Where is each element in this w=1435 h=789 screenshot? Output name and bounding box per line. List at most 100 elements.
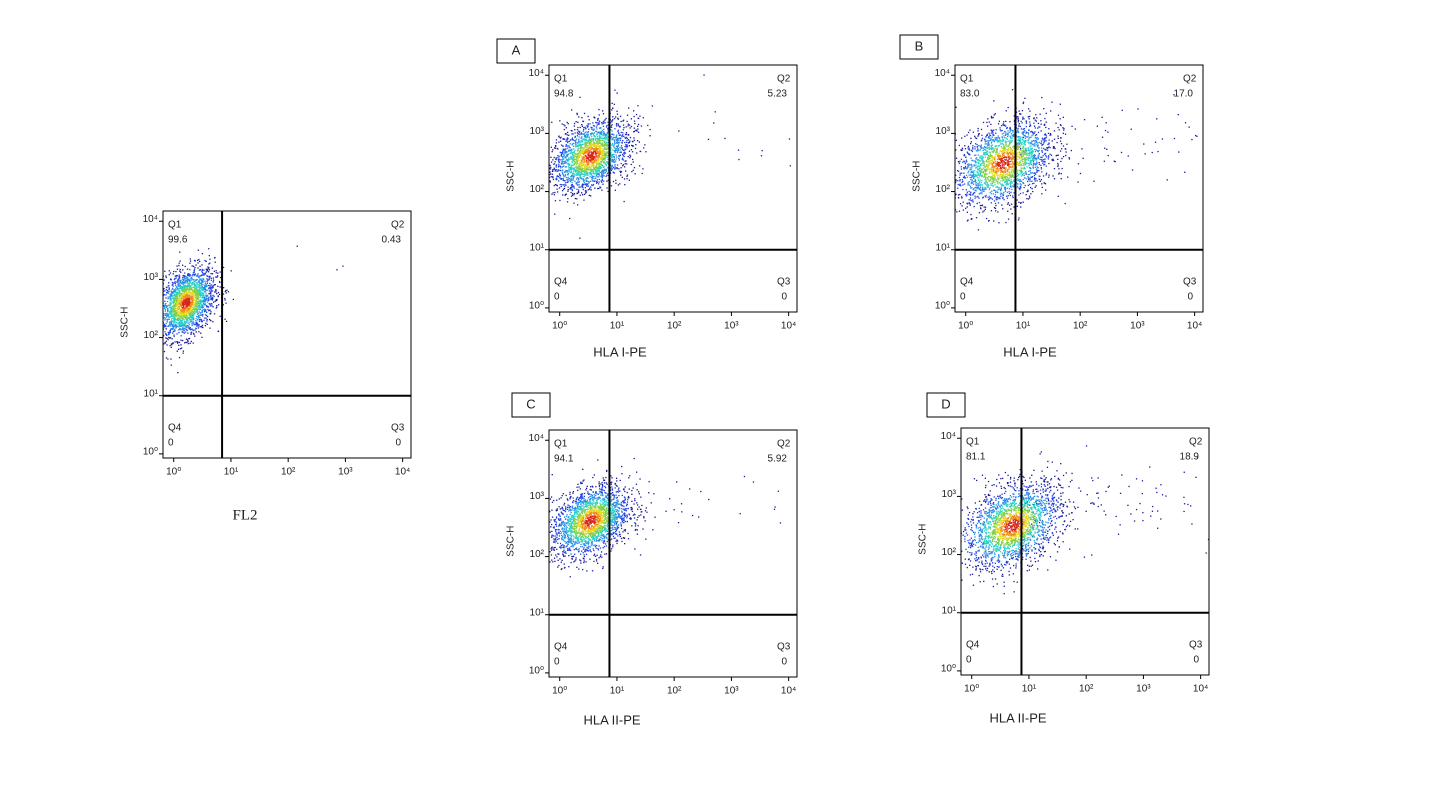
event-dot xyxy=(176,302,178,305)
event-dot xyxy=(1028,195,1031,197)
event-dot xyxy=(559,169,561,171)
event-dot xyxy=(597,168,599,170)
event-dot xyxy=(191,295,193,297)
event-dot xyxy=(197,323,199,325)
event-dot xyxy=(183,277,186,279)
event-dot xyxy=(570,188,572,190)
event-dot xyxy=(184,307,186,309)
event-dot xyxy=(575,183,577,185)
event-dot xyxy=(607,166,609,169)
event-dot xyxy=(182,350,184,352)
event-dot xyxy=(565,166,568,168)
event-dot xyxy=(598,148,600,150)
event-dot xyxy=(607,121,609,123)
event-dot xyxy=(562,138,564,140)
event-dot xyxy=(1035,114,1037,116)
event-dot xyxy=(1024,97,1026,99)
event-dot xyxy=(577,156,579,158)
event-dot xyxy=(589,180,592,182)
event-dot xyxy=(176,297,179,300)
event-dot xyxy=(601,160,603,162)
event-dot xyxy=(189,319,191,321)
event-dot xyxy=(179,260,181,262)
event-dot xyxy=(601,137,603,140)
event-dot xyxy=(591,145,593,147)
event-dot xyxy=(995,210,997,212)
event-dot xyxy=(599,139,601,142)
event-dot xyxy=(1019,154,1021,156)
event-dot xyxy=(1055,155,1057,157)
event-dot xyxy=(172,302,174,304)
event-dot xyxy=(587,163,590,165)
event-dot xyxy=(204,325,206,327)
event-dot xyxy=(616,164,619,166)
event-dot xyxy=(164,316,166,319)
event-dot xyxy=(589,139,591,141)
event-dot xyxy=(574,159,576,161)
event-dot xyxy=(561,172,564,174)
event-dot xyxy=(966,220,969,222)
event-dot xyxy=(572,164,574,166)
event-dot xyxy=(607,155,609,157)
event-dot xyxy=(175,305,177,307)
event-dot xyxy=(555,157,557,159)
event-dot xyxy=(570,157,572,160)
event-dot xyxy=(180,313,183,315)
event-dot xyxy=(167,314,169,316)
event-dot xyxy=(174,298,176,300)
event-dot xyxy=(574,136,576,138)
event-dot xyxy=(611,139,613,141)
event-dot xyxy=(634,122,636,125)
event-dot xyxy=(788,138,791,140)
event-dot xyxy=(583,182,586,184)
event-dot xyxy=(590,153,592,155)
event-dot xyxy=(157,313,158,314)
event-dot xyxy=(612,180,615,183)
event-dot xyxy=(558,155,560,157)
event-dot xyxy=(547,188,548,189)
event-dot xyxy=(210,286,212,288)
event-dot xyxy=(188,322,190,324)
event-dot xyxy=(981,134,983,136)
event-dot xyxy=(197,273,199,275)
event-dot xyxy=(590,148,592,151)
event-dot xyxy=(615,182,617,184)
event-dot xyxy=(601,170,603,172)
event-dot xyxy=(1033,125,1036,127)
event-dot xyxy=(1022,128,1024,130)
event-dot xyxy=(155,344,156,345)
event-dot xyxy=(559,174,561,176)
event-dot xyxy=(605,149,608,151)
event-dot xyxy=(570,176,572,178)
event-dot xyxy=(607,190,609,193)
event-dot xyxy=(579,151,581,153)
event-dot xyxy=(222,266,225,269)
event-dot xyxy=(601,157,603,159)
event-dot xyxy=(195,320,197,322)
event-dot xyxy=(617,184,619,186)
event-dot xyxy=(606,161,608,163)
event-dot xyxy=(203,319,205,321)
event-dot xyxy=(563,160,565,162)
event-dot xyxy=(584,155,586,157)
event-dot xyxy=(577,155,579,157)
event-dot xyxy=(1104,147,1106,149)
event-dot xyxy=(1061,157,1063,160)
event-dot xyxy=(573,122,576,125)
event-dot xyxy=(581,163,584,165)
event-dot xyxy=(175,289,177,291)
event-dot xyxy=(570,139,572,141)
event-dot xyxy=(1070,149,1072,152)
event-dot xyxy=(613,153,615,155)
event-dot xyxy=(201,289,203,291)
event-dot xyxy=(174,315,176,317)
event-dot xyxy=(157,316,158,317)
event-dot xyxy=(198,284,200,286)
event-dot xyxy=(558,161,561,163)
event-dot xyxy=(185,328,187,331)
event-dot xyxy=(547,137,548,138)
event-dot xyxy=(635,144,637,146)
event-dot xyxy=(166,344,168,346)
event-dot xyxy=(595,134,598,136)
event-dot xyxy=(570,187,573,189)
